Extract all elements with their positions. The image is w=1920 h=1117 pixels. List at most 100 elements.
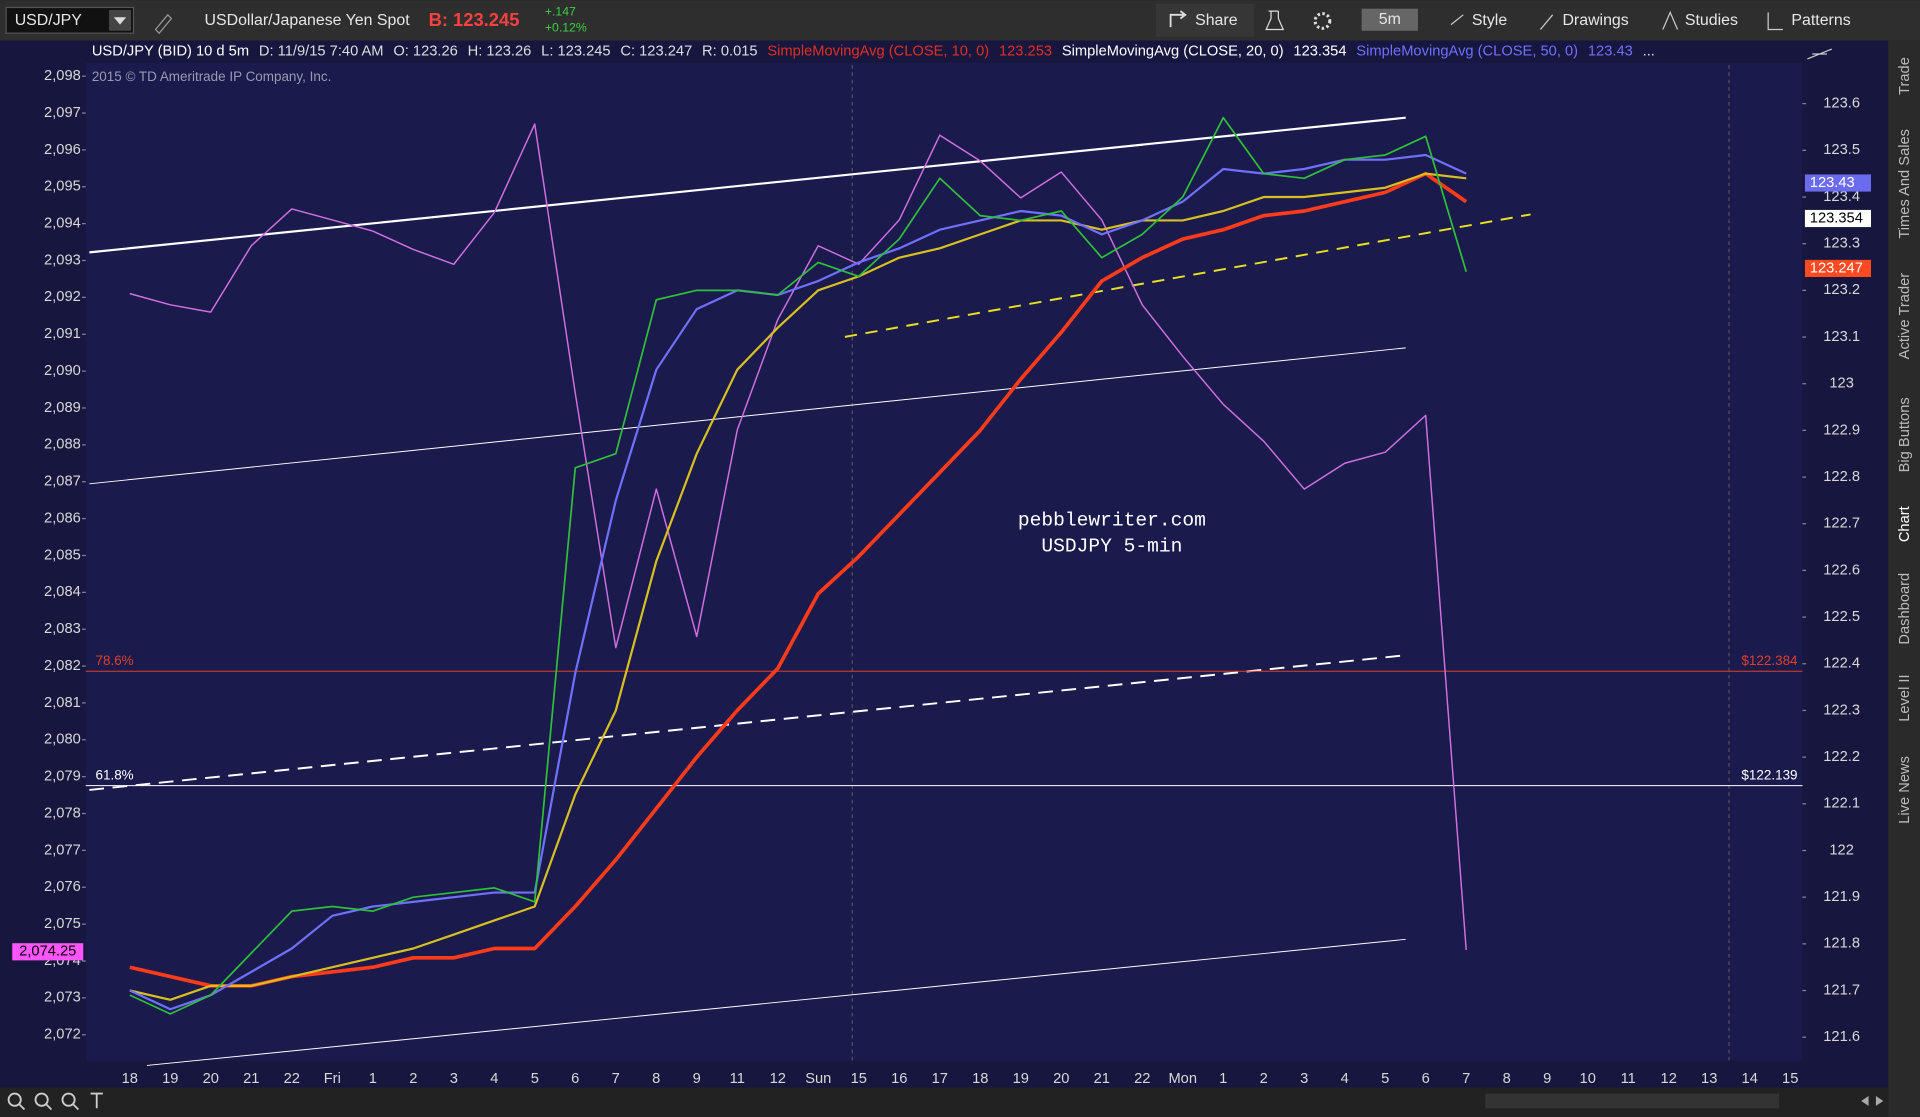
flask-icon[interactable]: [1265, 10, 1285, 31]
side-tab[interactable]: Chart: [1897, 506, 1913, 542]
interval-button[interactable]: [1361, 8, 1418, 31]
x-tick-label: 5: [1381, 1071, 1389, 1087]
x-tick-label: 1: [1219, 1071, 1227, 1087]
x-tick-label: 6: [1422, 1071, 1430, 1087]
y-tick-label: 2,080: [44, 732, 81, 748]
header-bar: [85, 40, 1803, 63]
trend-line: [146, 938, 1406, 1066]
x-tick-label: 4: [1341, 1071, 1349, 1087]
x-tick-label: 10: [1580, 1071, 1596, 1087]
x-tick-label: 2: [409, 1071, 417, 1087]
plot-area: [85, 42, 1803, 1061]
y-tick-label: 2,088: [44, 437, 81, 453]
value-tag-label: 2,074.25: [19, 944, 76, 960]
header-icon[interactable]: [1807, 48, 1833, 60]
y2-tick-label: 121.8: [1823, 936, 1860, 952]
y-tick-label: 2,072: [44, 1027, 81, 1043]
y-tick-label: 2,084: [44, 584, 81, 600]
side-tab[interactable]: Level II: [1897, 674, 1913, 721]
x-tick-label: 3: [450, 1071, 458, 1087]
x-tick-label: 21: [243, 1071, 259, 1087]
y2-tick-label: 122.6: [1823, 562, 1860, 578]
y-tick-label: 2,086: [44, 510, 81, 526]
studies-button[interactable]: Studies: [1685, 12, 1738, 29]
x-tick-label: 16: [891, 1071, 907, 1087]
watermark: USDJPY 5-min: [1041, 535, 1182, 557]
y-tick-label: 2,096: [44, 142, 81, 158]
x-tick-label: 18: [122, 1071, 138, 1087]
link-icon[interactable]: [154, 13, 173, 35]
y-tick-label: 2,092: [44, 289, 81, 305]
y-tick-label: 2,073: [44, 990, 81, 1006]
y-tick-label: 2,082: [44, 658, 81, 674]
y2-tick-label: 123.5: [1823, 142, 1860, 158]
x-tick-label: 22: [1134, 1071, 1150, 1087]
y-tick-label: 2,079: [44, 769, 81, 785]
header-item: D: 11/9/15 7:40 AM: [259, 43, 384, 59]
fib-pct: 78.6%: [96, 653, 134, 668]
drawings-button[interactable]: Drawings: [1562, 12, 1628, 29]
x-tick-label: 18: [972, 1071, 988, 1087]
header-item: H: 123.26: [468, 43, 532, 59]
y2-tick-label: 122.7: [1823, 516, 1860, 532]
price-tag: [1804, 259, 1872, 278]
bid: B: 123.245: [429, 9, 520, 30]
header-item: L: 123.245: [541, 43, 610, 59]
scroll-arrows[interactable]: [1861, 1096, 1884, 1106]
series-line: [129, 153, 1467, 1011]
share-button[interactable]: [1155, 3, 1254, 37]
toolbar-icons: [1450, 10, 1783, 31]
x-tick-label: 11: [730, 1071, 745, 1087]
y-tick-label: 2,097: [44, 105, 81, 121]
x-tick-label: 3: [1300, 1071, 1308, 1087]
y-tick-label: 2,078: [44, 805, 81, 821]
patterns-button[interactable]: Patterns: [1791, 12, 1850, 29]
header-item: SimpleMovingAvg (CLOSE, 20, 0): [1062, 43, 1284, 59]
toolbar: [0, 0, 1920, 41]
x-tick-label: Mon: [1168, 1071, 1197, 1087]
x-tick-label: 14: [1742, 1071, 1758, 1087]
x-tick-label: 12: [770, 1071, 786, 1087]
gear-icon[interactable]: [1313, 12, 1332, 30]
zoom-tools[interactable]: [7, 1092, 103, 1111]
x-tick-label: 20: [203, 1071, 219, 1087]
side-tab[interactable]: Dashboard: [1897, 573, 1913, 645]
interval-label: 5m: [1379, 11, 1401, 28]
series-line: [129, 123, 1467, 951]
header-item: O: 123.26: [393, 43, 458, 59]
trend-line-dashed: [844, 213, 1531, 338]
side-tab[interactable]: Times And Sales: [1897, 129, 1913, 239]
x-tick-label: 9: [1543, 1071, 1551, 1087]
y-tick-label: 2,091: [44, 326, 81, 342]
price-tag-label: 123.354: [1810, 210, 1863, 226]
y-tick-label: 2,093: [44, 252, 81, 268]
side-tab[interactable]: Big Buttons: [1897, 397, 1913, 472]
y2-tick-label: 123.1: [1823, 329, 1860, 345]
share-icon: [1169, 10, 1187, 28]
y-tick-label: 2,085: [44, 547, 81, 563]
fib-label: $122.139: [1741, 767, 1797, 782]
y2-tick-label: 123.6: [1823, 96, 1860, 112]
x-tick-label: 1: [369, 1071, 377, 1087]
y-tick-label: 2,087: [44, 474, 81, 490]
header: USD/JPY (BID) 10 d 5m D: 11/9/15 7:40 AM O…: [92, 43, 1655, 59]
y-tick-label: 2,095: [44, 179, 81, 195]
price-tag-label: 123.247: [1810, 260, 1863, 276]
x-tick-label: 8: [652, 1071, 660, 1087]
x-tick-label: 13: [1701, 1071, 1717, 1087]
y-tick-label: 2,083: [44, 621, 81, 637]
y-tick-label: 2,090: [44, 363, 81, 379]
side-tab[interactable]: Trade: [1897, 57, 1913, 95]
style-button[interactable]: Style: [1472, 12, 1508, 29]
side-tab[interactable]: Live News: [1897, 756, 1913, 824]
fib-pct: 61.8%: [96, 767, 134, 782]
symbol: USD/JPY: [15, 12, 83, 29]
watermark: pebblewriter.com: [1018, 510, 1206, 532]
side-tab[interactable]: Active Trader: [1897, 273, 1913, 360]
scrollbar[interactable]: [1485, 1093, 1780, 1109]
header-item: USD/JPY (BID) 10 d 5m: [92, 43, 249, 59]
header-item: 123.354: [1293, 43, 1346, 59]
x-tick-label: 4: [490, 1071, 498, 1087]
